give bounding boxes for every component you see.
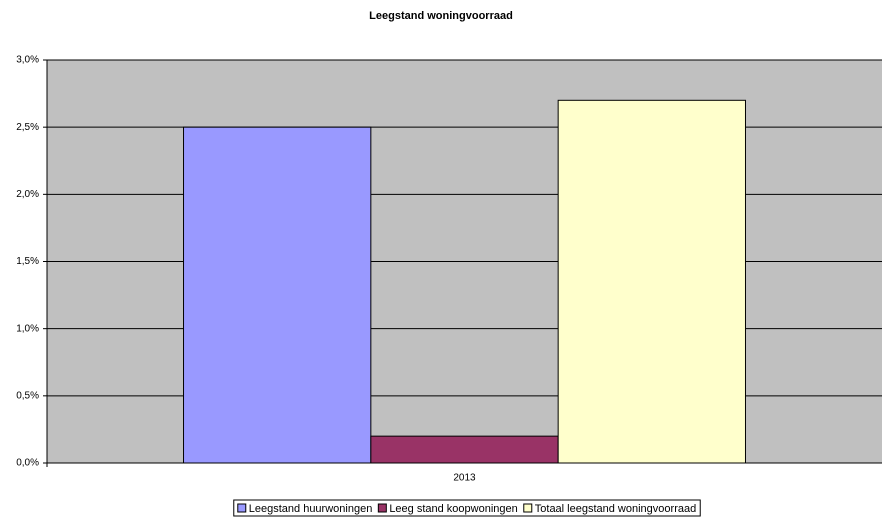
bar	[370, 435, 559, 464]
legend-swatch	[237, 503, 247, 513]
y-tick-label: 1,0%	[16, 323, 39, 334]
y-tick-label: 0,5%	[16, 390, 39, 401]
legend-swatch	[377, 503, 387, 513]
y-tick-label: 3,0%	[16, 55, 39, 66]
legend-label: Leegstand huurwoningen	[249, 503, 373, 515]
legend-box	[233, 499, 701, 517]
legend-swatch	[523, 503, 533, 513]
y-tick-label: 0,0%	[16, 458, 39, 469]
y-tick-label: 1,5%	[16, 256, 39, 267]
legend-label: Totaal leegstand woningvoorraad	[535, 503, 696, 515]
legend-label: Leeg stand koopwoningen	[389, 503, 517, 515]
bar	[557, 99, 746, 464]
bar	[183, 126, 372, 464]
y-tick-label: 2,0%	[16, 189, 39, 200]
x-tick-label: 2013	[453, 473, 476, 484]
chart-title: Leegstand woningvoorraad	[369, 10, 513, 22]
y-tick-label: 2,5%	[16, 122, 39, 133]
